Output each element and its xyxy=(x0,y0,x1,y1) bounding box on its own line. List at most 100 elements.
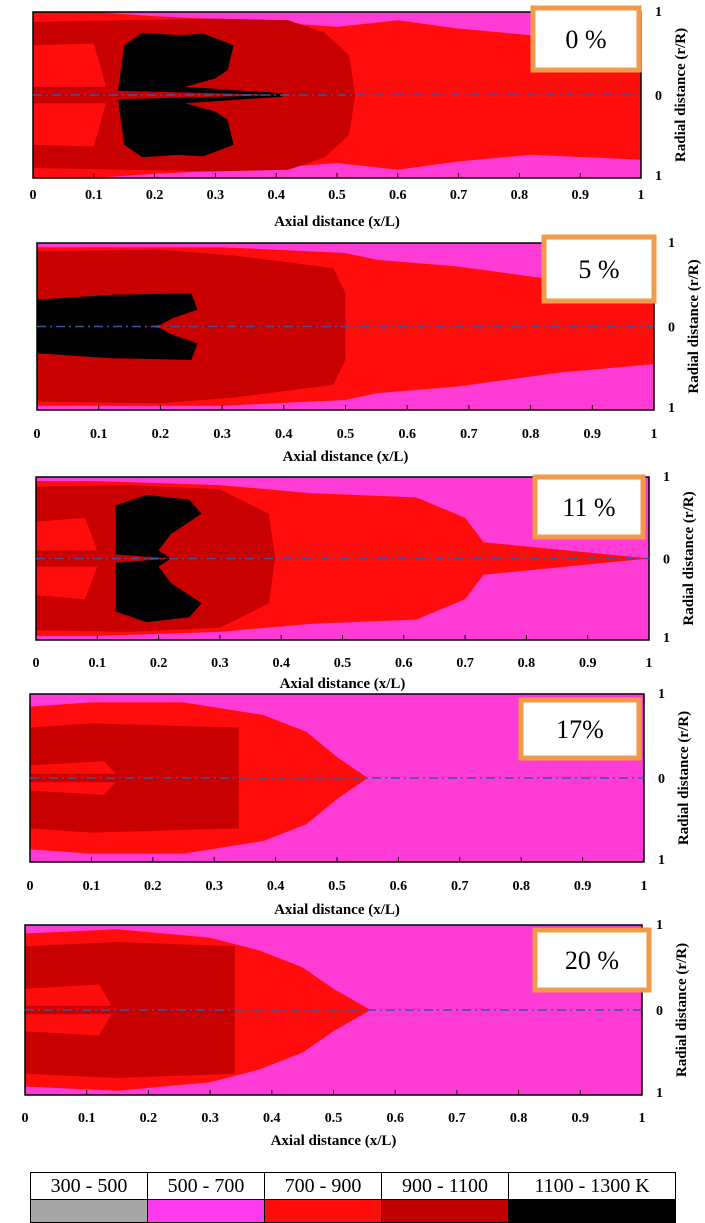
region-700-900-core-upper xyxy=(36,517,98,551)
legend-labels-row: 300 - 500 500 - 700 700 - 900 900 - 1100… xyxy=(30,1172,676,1200)
x-tick-label: 1 xyxy=(646,656,653,671)
case-label-box xyxy=(518,697,642,761)
region-500-700-lower xyxy=(37,364,654,410)
x-tick-label: 0.5 xyxy=(334,656,352,671)
y-tick-label: 0 xyxy=(663,553,670,568)
x-tick-label: 0.7 xyxy=(448,1111,466,1126)
x-tick-label: 0.5 xyxy=(328,188,346,203)
x-tick-label: 0.4 xyxy=(267,188,285,203)
y-tick-label: 1 xyxy=(668,401,675,416)
x-tick-label: 0.2 xyxy=(144,879,162,894)
x-tick-label: 0.8 xyxy=(518,656,536,671)
x-tick-label: 0.9 xyxy=(572,1111,590,1126)
legend-swatch-500-700 xyxy=(147,1200,264,1223)
temperature-legend: 300 - 500 500 - 700 700 - 900 900 - 1100… xyxy=(30,1172,676,1223)
y-axis-label: Radial distance (r/R) xyxy=(686,259,702,393)
legend-swatch-1100-1300 xyxy=(508,1200,676,1223)
region-500-700-upper xyxy=(30,694,644,778)
x-tick-label: 0.4 xyxy=(263,1111,281,1126)
x-tick-label: 0.8 xyxy=(512,879,530,894)
x-tick-label: 0.9 xyxy=(571,188,589,203)
region-1100-1300-lower xyxy=(118,95,283,158)
legend-swatches-row xyxy=(30,1200,676,1223)
legend-swatch-700-900 xyxy=(264,1200,381,1223)
legend-swatch-300-500 xyxy=(30,1200,147,1223)
x-tick-label: 0.8 xyxy=(511,188,529,203)
x-tick-label: 0.2 xyxy=(152,427,170,442)
contour-panel-3: 0 0.1 0.2 0.3 0.4 0.5 0.6 0.7 0.8 0.9 1 Axial dista… xyxy=(33,470,698,692)
region-1100-1300-upper xyxy=(37,293,198,327)
x-tick-label: 0.6 xyxy=(398,427,416,442)
contour-panel-2: 0 0.1 0.2 0.3 0.4 0.5 0.6 0.7 0.8 0.9 1 Axial dista… xyxy=(34,234,702,465)
x-tick-label: 0.5 xyxy=(328,879,346,894)
x-tick-label: 0.8 xyxy=(522,427,540,442)
x-axis-label: Axial distance (x/L) xyxy=(274,214,400,230)
y-tick-label: 1 xyxy=(655,169,662,184)
x-tick-label: 1 xyxy=(638,188,645,203)
y-axis-label: Radial distance (r/R) xyxy=(674,943,690,1077)
y-tick-label: 0 xyxy=(656,1004,663,1019)
region-500-700-lower xyxy=(36,558,649,640)
x-tick-label: 0.7 xyxy=(451,879,469,894)
x-tick-label: 0.6 xyxy=(395,656,413,671)
y-axis-label: Radial distance (r/R) xyxy=(673,28,689,162)
x-tick-label: 0.6 xyxy=(389,188,407,203)
x-tick-label: 0.1 xyxy=(89,656,107,671)
y-tick-label: 1 xyxy=(663,470,670,485)
x-axis-label: Axial distance (x/L) xyxy=(271,1133,397,1149)
x-tick-label: 1 xyxy=(639,1111,646,1126)
x-tick-label: 0.1 xyxy=(85,188,103,203)
y-axis-label: Radial distance (r/R) xyxy=(676,711,692,845)
y-tick-label: 1 xyxy=(655,5,662,20)
x-tick-label: 0 xyxy=(30,188,37,203)
y-tick-label: 1 xyxy=(668,236,675,251)
legend-label-700-900: 700 - 900 xyxy=(264,1172,381,1200)
x-tick-label: 0 xyxy=(27,879,34,894)
legend-label-300-500: 300 - 500 xyxy=(30,1172,147,1200)
legend-label-900-1100: 900 - 1100 xyxy=(381,1172,508,1200)
region-500-700-lower xyxy=(25,1010,642,1095)
x-tick-label: 0.7 xyxy=(450,188,468,203)
x-tick-label: 0 xyxy=(33,656,40,671)
contour-panel-1: 0 0.1 0.2 0.3 0.4 0.5 0.6 0.7 0.8 0.9 1 Axial dista… xyxy=(30,5,690,230)
y-tick-label: 1 xyxy=(658,853,665,868)
x-tick-label: 0.3 xyxy=(213,427,231,442)
legend-label-500-700: 500 - 700 xyxy=(147,1172,264,1200)
contour-panel-5: 0 0.1 0.2 0.3 0.4 0.5 0.6 0.7 0.8 0.9 1 Axial dista… xyxy=(22,918,691,1149)
y-tick-label: 0 xyxy=(655,89,662,104)
x-axis-label: Axial distance (x/L) xyxy=(280,676,406,692)
x-tick-label: 0.6 xyxy=(386,1111,404,1126)
x-tick-label: 0.5 xyxy=(337,427,355,442)
case-label: 5 % xyxy=(578,255,619,284)
case-label: 0 % xyxy=(565,25,606,54)
region-1100-1300-upper xyxy=(115,494,202,559)
region-700-900-core-lower xyxy=(33,103,106,147)
case-label-box xyxy=(541,234,657,304)
x-tick-label: 0.3 xyxy=(201,1111,219,1126)
x-tick-label: 1 xyxy=(641,879,648,894)
x-tick-label: 0.9 xyxy=(574,879,592,894)
region-500-700-lower xyxy=(33,154,641,178)
y-axis-label: Radial distance (r/R) xyxy=(681,491,697,625)
y-tick-label: 0 xyxy=(668,321,675,336)
y-tick-label: 1 xyxy=(656,918,663,933)
x-tick-label: 0.9 xyxy=(584,427,602,442)
region-700-900-core-lower xyxy=(30,782,116,795)
x-tick-label: 0.1 xyxy=(78,1111,96,1126)
x-tick-label: 0.5 xyxy=(325,1111,343,1126)
x-tick-label: 0.4 xyxy=(272,656,290,671)
x-tick-label: 0.2 xyxy=(146,188,164,203)
x-tick-label: 1 xyxy=(651,427,658,442)
region-1100-1300-upper xyxy=(118,32,283,95)
x-tick-label: 0 xyxy=(22,1111,29,1126)
region-500-700-lower xyxy=(30,778,644,862)
case-label: 17% xyxy=(556,715,604,744)
x-tick-label: 0.1 xyxy=(90,427,108,442)
region-1100-1300-lower xyxy=(115,558,202,623)
x-tick-label: 0 xyxy=(34,427,41,442)
region-700-900-core-upper xyxy=(33,43,106,87)
region-700-900-core-lower xyxy=(25,1014,112,1036)
temperature-contour-panels: 0 0.1 0.2 0.3 0.4 0.5 0.6 0.7 0.8 0.9 1 Axial dista… xyxy=(22,5,703,1149)
region-500-700-upper xyxy=(37,243,654,289)
x-tick-label: 0.7 xyxy=(456,656,474,671)
